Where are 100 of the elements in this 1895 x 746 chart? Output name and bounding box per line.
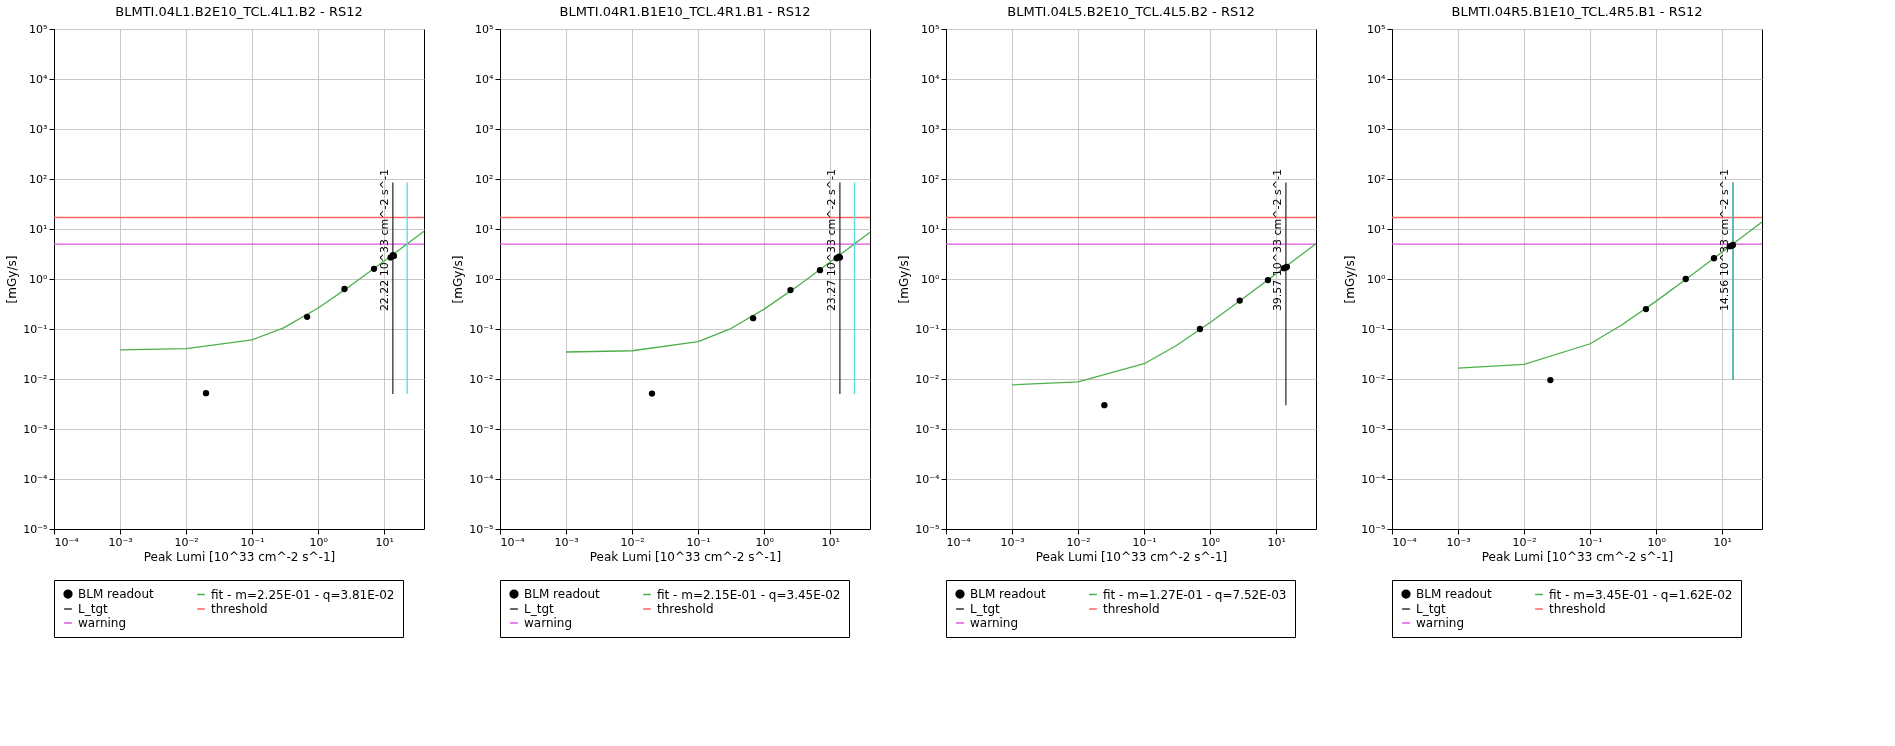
y-tick-label: 10⁻⁵	[469, 522, 494, 536]
y-tick-label: 10⁻¹	[915, 322, 940, 336]
y-tick-label: 10⁻²	[1361, 372, 1386, 386]
legend-label: L_tgt	[1416, 602, 1447, 616]
y-tick-label: 10²	[475, 172, 494, 186]
y-tick-label: 10⁴	[921, 72, 941, 86]
chart-title: BLMTI.04L5.B2E10_TCL.4L5.B2 - RS12	[1007, 4, 1255, 19]
chart-title: BLMTI.04R5.B1E10_TCL.4R5.B1 - RS12	[1451, 4, 1703, 19]
x-tick-label: 10⁻⁴	[1392, 535, 1418, 549]
legend-label: BLM readout	[970, 587, 1047, 602]
y-tick-label: 10⁻⁴	[1361, 472, 1387, 486]
chart-title: BLMTI.04R1.B1E10_TCL.4R1.B1 - RS12	[559, 4, 811, 19]
x-tick-label: 10⁻²	[174, 535, 199, 549]
y-tick-label: 10⁻¹	[23, 322, 48, 336]
y-tick-label: 10⁻¹	[469, 322, 494, 336]
legend-label: fit - m=2.15E-01 - q=3.45E-02	[657, 587, 841, 602]
y-tick-label: 10⁻³	[469, 422, 494, 436]
x-tick-label: 10⁰	[755, 535, 775, 549]
y-tick-label: 10³	[1367, 122, 1386, 136]
y-axis-title: [mGy/s]	[5, 255, 20, 304]
annotation: 14.56 10^33 cm^-2 s^-1	[1718, 169, 1732, 312]
y-tick-label: 10²	[29, 172, 48, 186]
legend-label: L_tgt	[970, 602, 1001, 616]
legend-label: threshold	[211, 602, 268, 616]
x-tick-label: 10¹	[821, 535, 840, 549]
x-tick-label: 10⁻³	[108, 535, 133, 549]
x-tick-label: 10⁻⁴	[946, 535, 972, 549]
x-tick-label: 10⁻²	[620, 535, 645, 549]
x-tick-label: 10⁻³	[1000, 535, 1025, 549]
x-axis-title: Peak Lumi [10^33 cm^-2 s^-1]	[589, 549, 782, 564]
x-tick-label: 10¹	[1713, 535, 1732, 549]
legend-label: threshold	[1549, 602, 1606, 616]
legend-label: warning	[970, 616, 1019, 630]
x-tick-label: 10⁻¹	[240, 535, 265, 549]
x-axis-title: Peak Lumi [10^33 cm^-2 s^-1]	[1035, 549, 1228, 564]
x-tick-label: 10⁻¹	[1132, 535, 1157, 549]
y-tick-label: 10⁻³	[23, 422, 48, 436]
x-tick-label: 10⁻⁴	[54, 535, 80, 549]
legend-label: threshold	[1103, 602, 1160, 616]
y-tick-label: 10⁻⁵	[915, 522, 940, 536]
annotation: 39.57 10^33 cm^-2 s^-1	[1270, 169, 1284, 312]
y-tick-label: 10⁰	[921, 272, 941, 286]
legend-label: L_tgt	[78, 602, 109, 616]
y-tick-label: 10⁻⁵	[1361, 522, 1386, 536]
y-tick-label: 10⁵	[921, 22, 940, 36]
y-tick-label: 10⁰	[475, 272, 495, 286]
y-axis-title: [mGy/s]	[1343, 255, 1358, 304]
y-tick-label: 10⁻⁵	[23, 522, 48, 536]
x-tick-label: 10⁰	[1647, 535, 1667, 549]
y-tick-label: 10⁻⁴	[915, 472, 941, 486]
y-tick-label: 10¹	[1367, 222, 1386, 236]
legend-label: fit - m=1.27E-01 - q=7.52E-03	[1103, 587, 1287, 602]
x-tick-label: 10⁰	[1201, 535, 1221, 549]
y-tick-label: 10⁴	[29, 72, 49, 86]
chart-title: BLMTI.04L1.B2E10_TCL.4L1.B2 - RS12	[115, 4, 363, 19]
x-tick-label: 10¹	[375, 535, 394, 549]
legend-label: L_tgt	[524, 602, 555, 616]
annotation: 23.27 10^33 cm^-2 s^-1	[824, 169, 838, 312]
y-tick-label: 10⁴	[475, 72, 495, 86]
x-tick-label: 10⁻²	[1512, 535, 1537, 549]
y-tick-label: 10⁻²	[23, 372, 48, 386]
y-tick-label: 10⁵	[1367, 22, 1386, 36]
legend-label: warning	[78, 616, 127, 630]
y-tick-label: 10¹	[921, 222, 940, 236]
y-tick-label: 10²	[1367, 172, 1386, 186]
legend-label: threshold	[657, 602, 714, 616]
x-tick-label: 10¹	[1267, 535, 1286, 549]
y-tick-label: 10⁻²	[915, 372, 940, 386]
x-tick-label: 10⁻⁴	[500, 535, 526, 549]
y-tick-label: 10⁻⁴	[469, 472, 495, 486]
x-tick-label: 10⁰	[309, 535, 329, 549]
y-tick-label: 10⁻¹	[1361, 322, 1386, 336]
x-axis-title: Peak Lumi [10^33 cm^-2 s^-1]	[143, 549, 336, 564]
y-tick-label: 10⁻³	[915, 422, 940, 436]
y-tick-label: 10⁵	[29, 22, 48, 36]
y-tick-label: 10⁰	[29, 272, 49, 286]
x-tick-label: 10⁻³	[554, 535, 579, 549]
y-tick-label: 10⁻²	[469, 372, 494, 386]
y-tick-label: 10⁻⁴	[23, 472, 49, 486]
legend-label: BLM readout	[1416, 587, 1493, 602]
y-tick-label: 10¹	[29, 222, 48, 236]
y-tick-label: 10²	[921, 172, 940, 186]
y-axis-title: [mGy/s]	[451, 255, 466, 304]
y-tick-label: 10⁰	[1367, 272, 1387, 286]
y-tick-label: 10⁴	[1367, 72, 1387, 86]
legend-label: fit - m=3.45E-01 - q=1.62E-02	[1549, 587, 1733, 602]
x-tick-label: 10⁻¹	[686, 535, 711, 549]
x-tick-label: 10⁻¹	[1578, 535, 1603, 549]
y-tick-label: 10¹	[475, 222, 494, 236]
legend-label: warning	[524, 616, 573, 630]
y-tick-label: 10³	[475, 122, 494, 136]
y-tick-label: 10⁻³	[1361, 422, 1386, 436]
y-axis-title: [mGy/s]	[897, 255, 912, 304]
x-axis-title: Peak Lumi [10^33 cm^-2 s^-1]	[1481, 549, 1674, 564]
x-tick-label: 10⁻²	[1066, 535, 1091, 549]
y-tick-label: 10³	[921, 122, 940, 136]
annotation: 22.22 10^33 cm^-2 s^-1	[377, 169, 391, 312]
y-tick-label: 10³	[29, 122, 48, 136]
y-tick-label: 10⁵	[475, 22, 494, 36]
legend-label: BLM readout	[78, 587, 155, 602]
